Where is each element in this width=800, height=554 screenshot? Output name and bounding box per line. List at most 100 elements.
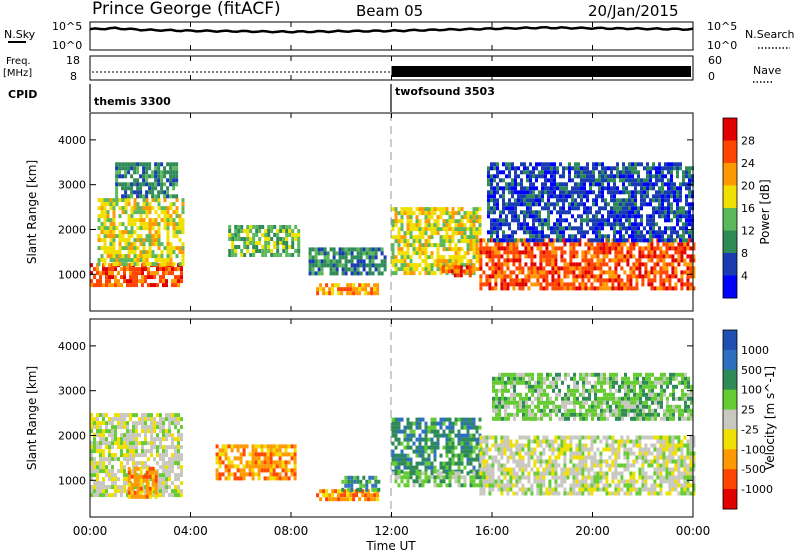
heatmap-cell-9 [676, 222, 679, 227]
heatmap-cell-2 [160, 178, 164, 183]
heatmap-cell-5 [394, 433, 398, 438]
heatmap-cell-1 [145, 486, 149, 491]
heatmap-cell-9 [613, 202, 616, 207]
heatmap-cell-9 [616, 186, 619, 191]
heatmap-cell-7 [581, 455, 585, 460]
heatmap-cell-7 [614, 439, 618, 444]
heatmap-cell-9 [643, 194, 646, 199]
heatmap-cell-8 [506, 286, 510, 291]
heatmap-cell-1 [130, 222, 134, 227]
heatmap-cell-8 [620, 242, 624, 247]
heatmap-cell-6 [448, 235, 452, 240]
heatmap-cell-7 [635, 491, 639, 496]
heatmap-cell-4 [350, 267, 354, 272]
heatmap-cell-9 [592, 222, 595, 227]
heatmap-cell-6 [436, 215, 440, 220]
heatmap-cell-8 [554, 262, 558, 267]
heatmap-cell-3 [258, 229, 262, 233]
heatmap-cell-7 [539, 475, 543, 480]
heatmap-cell-1 [124, 206, 128, 211]
heatmap-cell-8 [623, 270, 627, 275]
heatmap-cell-9 [529, 238, 532, 243]
heatmap-cell-2 [272, 476, 276, 481]
heatmap-cell-3 [367, 489, 371, 494]
heatmap-cell-2 [254, 452, 258, 457]
heatmap-cell-9 [589, 210, 592, 215]
heatmap-cell-0 [111, 283, 114, 288]
heatmap-cell-7 [485, 471, 489, 476]
heatmap-cell-7 [533, 475, 537, 480]
heatmap-cell-9 [517, 222, 520, 227]
heatmap-cell-9 [490, 222, 493, 227]
heatmap-cell-8 [503, 250, 507, 255]
heatmap-cell-5 [424, 437, 428, 442]
heatmap-cell-8 [479, 246, 483, 251]
heatmap-cell-0 [96, 477, 99, 482]
heatmap-cell-9 [649, 214, 652, 219]
heatmap-cell-5 [451, 445, 455, 450]
heatmap-cell-8 [479, 286, 483, 291]
heatmap-cell-6 [409, 227, 413, 232]
heatmap-cell-9 [640, 182, 643, 187]
heatmap-cell-8 [548, 250, 552, 255]
heatmap-cell-6 [403, 263, 407, 268]
heatmap-cell-7 [641, 435, 645, 440]
heatmap-cell-0 [96, 469, 99, 474]
heatmap-cell-9 [547, 178, 550, 183]
heatmap-cell-1 [139, 482, 143, 487]
heatmap-cell-7 [518, 463, 522, 468]
heatmap-cell-9 [565, 182, 568, 187]
heatmap-cell-6 [469, 215, 473, 220]
heatmap-cell-0 [111, 473, 114, 478]
heatmap-cell-7 [578, 467, 582, 472]
heatmap-cell-3 [294, 237, 298, 241]
heatmap-cell-0 [123, 485, 126, 490]
heatmap-cell-7 [459, 273, 463, 278]
heatmap-cell-0 [144, 267, 147, 272]
heatmap-cell-6 [439, 471, 443, 476]
heatmap-cell-5 [424, 433, 428, 438]
heatmap-cell-0 [111, 275, 114, 280]
heatmap-cell-3 [231, 237, 235, 241]
heatmap-cell-2 [242, 452, 246, 457]
heatmap-cell-0 [144, 441, 147, 446]
heatmap-cell-7 [479, 479, 483, 484]
heatmap-cell-3 [273, 241, 277, 245]
heatmap-cell-8 [545, 270, 549, 275]
heatmap-cell-8 [551, 254, 555, 259]
heatmap-cell-8 [665, 246, 669, 251]
heatmap-cell-9 [607, 190, 610, 195]
heatmap-cell-3 [258, 241, 262, 245]
heatmap-cell-9 [646, 170, 649, 175]
heatmap-cell-9 [490, 218, 493, 223]
heatmap-cell-7 [644, 483, 648, 488]
heatmap-cell-8 [683, 258, 687, 263]
heatmap-cell-4 [344, 479, 348, 484]
heatmap-cell-8 [581, 282, 585, 287]
heatmap-cell-7 [536, 439, 540, 444]
heatmap-cell-6 [412, 483, 416, 488]
heatmap-cell-9 [526, 206, 529, 211]
heatmap-cell-7 [626, 459, 630, 464]
heatmap-cell-0 [144, 417, 147, 422]
heatmap-cell-9 [535, 230, 538, 235]
heatmap-cell-0 [96, 283, 99, 288]
heatmap-cell-6 [430, 267, 434, 272]
heatmap-cell-7 [485, 439, 489, 444]
heatmap-cell-2 [293, 472, 297, 477]
heatmap-cell-5 [421, 457, 425, 462]
heatmap-cell-7 [614, 459, 618, 464]
heatmap-cell-4 [341, 479, 345, 484]
heatmap-cell-2 [151, 170, 155, 175]
heatmap-cell-6 [394, 211, 398, 216]
heatmap-cell-5 [451, 461, 455, 466]
heatmap-cell-3 [267, 241, 271, 245]
heatmap-cell-9 [667, 210, 670, 215]
heatmap-cell-6 [475, 211, 479, 216]
heatmap-cell-5 [430, 441, 434, 446]
heatmap-cell-8 [677, 246, 681, 251]
heatmap-cell-9 [562, 186, 565, 191]
heatmap-cell-6 [448, 259, 452, 264]
heatmap-cell-9 [616, 166, 619, 171]
heatmap-cell-5 [412, 429, 416, 434]
